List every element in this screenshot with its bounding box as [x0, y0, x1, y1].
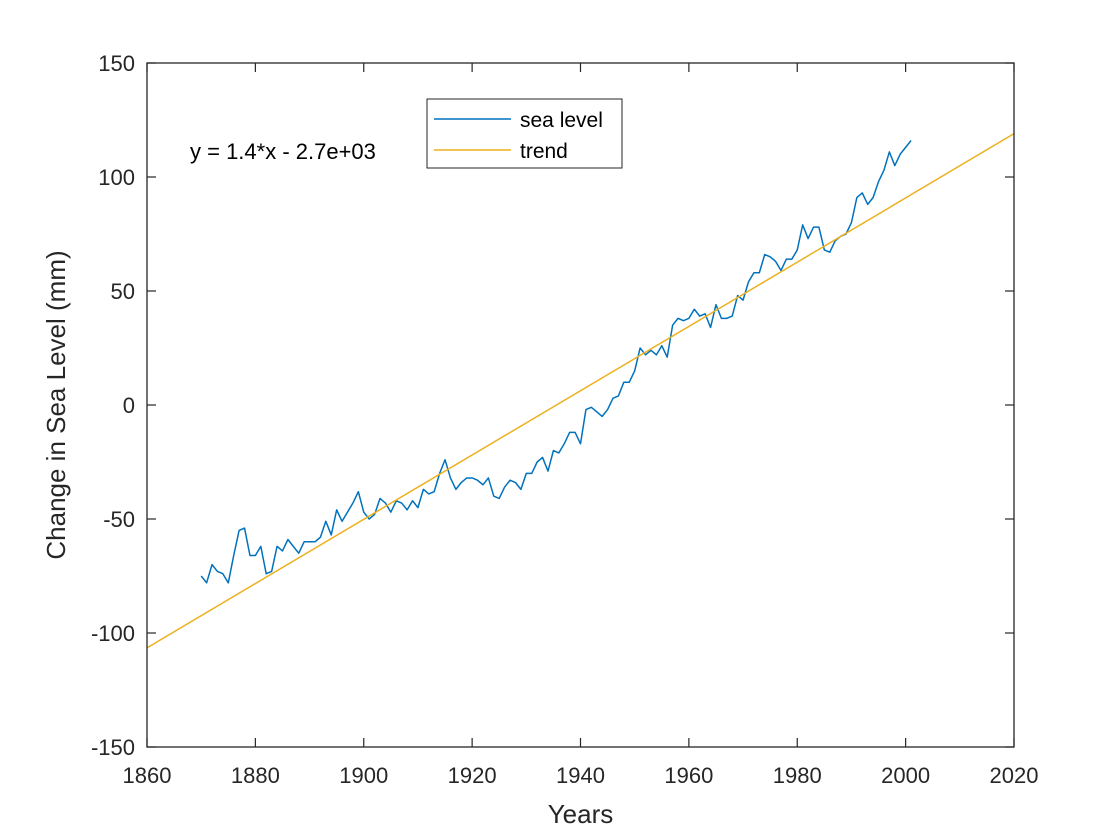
- y-tick-label: -100: [91, 621, 135, 646]
- x-tick-label: 1860: [123, 763, 172, 788]
- series-line-sea-level: [200, 140, 912, 584]
- x-tick-label: 1980: [773, 763, 822, 788]
- axes-box: [146, 62, 1015, 748]
- y-tick-label: -150: [91, 735, 135, 760]
- x-tick-label: 1900: [339, 763, 388, 788]
- axis-ticks: 1860 1880 1900 1920 1940 1960 1980 2000 2020 -150…: [91, 51, 1039, 788]
- y-axis-label: Change in Sea Level (mm): [41, 250, 71, 559]
- trend-equation-annotation: y = 1.4*x - 2.7e+03: [190, 139, 376, 164]
- y-tick-label: 50: [111, 279, 135, 304]
- x-tick-label: 2020: [990, 763, 1039, 788]
- y-tick-label: 0: [123, 393, 135, 418]
- y-tick-label: 150: [98, 51, 135, 76]
- x-tick-label: 1940: [556, 763, 605, 788]
- series-line-trend: [147, 133, 1014, 649]
- x-tick-label: 2000: [881, 763, 930, 788]
- legend-box: [426, 98, 623, 169]
- plot-area: [147, 133, 1014, 649]
- legend-entry-trend: trend: [520, 140, 568, 163]
- y-tick-label: 100: [98, 165, 135, 190]
- x-tick-label: 1880: [231, 763, 280, 788]
- y-tick-label: -50: [103, 507, 135, 532]
- x-tick-label: 1920: [448, 763, 497, 788]
- x-tick-label: 1960: [664, 763, 713, 788]
- x-axis-label: Years: [548, 799, 614, 829]
- legend-entry-sea-level: sea level: [520, 109, 603, 132]
- legend: sea level trend: [426, 98, 623, 169]
